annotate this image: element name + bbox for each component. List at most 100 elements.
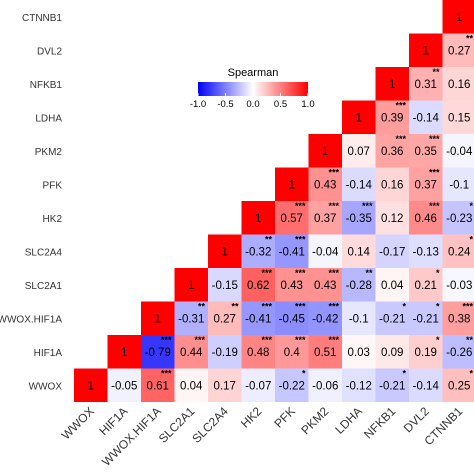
- heatmap-cell: [442, 33, 474, 67]
- x-tick-label: NFKB1: [361, 404, 398, 441]
- heatmap-cell: [208, 268, 242, 302]
- cell-value-label: -0.35: [346, 213, 372, 225]
- y-tick-label: DVL2: [37, 46, 62, 57]
- heatmap-cell: [342, 100, 376, 134]
- heatmap-cell: [308, 301, 342, 335]
- cell-value-label: 0.09: [381, 347, 403, 359]
- heatmap-cell: [107, 368, 141, 402]
- heatmap-cell: [375, 67, 409, 101]
- significance-stars: ***: [295, 268, 306, 278]
- cell-value-label: -0.13: [413, 246, 439, 258]
- cell-value-label: -0.22: [279, 380, 305, 392]
- cell-value-label: 1: [289, 179, 295, 191]
- cell-value-label: -0.04: [446, 146, 473, 158]
- cell-value-label: 0.37: [314, 213, 336, 225]
- cell-value-label: 0.39: [381, 112, 403, 124]
- cell-value-label: 0.31: [415, 79, 437, 91]
- heatmap-cell: [375, 368, 409, 402]
- heatmap-cell: [208, 368, 242, 402]
- significance-stars: *: [302, 369, 306, 379]
- cell-value-label: 0.43: [314, 280, 336, 292]
- cell-value-label: 0.38: [448, 313, 470, 325]
- x-tick-label: WWOX: [59, 404, 97, 442]
- cell-value-label: 0.35: [415, 146, 437, 158]
- heatmap-cell: [375, 234, 409, 268]
- legend-tick-label: 1.0: [301, 99, 314, 110]
- x-tick-label: PKM2: [298, 404, 331, 437]
- significance-stars: *: [469, 369, 473, 379]
- y-tick-label: HIF1A: [34, 348, 63, 359]
- cell-value-label: 1: [188, 280, 194, 292]
- cell-value-label: 0.27: [448, 45, 470, 57]
- heatmap-cell: [409, 368, 443, 402]
- significance-stars: ***: [328, 335, 339, 345]
- cell-value-label: 0.25: [448, 380, 470, 392]
- cell-value-label: 0.48: [247, 347, 269, 359]
- y-tick-label: PFK: [43, 180, 63, 191]
- heatmap-cell: [275, 368, 309, 402]
- significance-stars: **: [365, 268, 373, 278]
- heatmap-cell: [275, 268, 309, 302]
- cell-value-label: 0.27: [214, 313, 236, 325]
- heatmap-cell: [141, 368, 175, 402]
- significance-stars: ***: [295, 201, 306, 211]
- y-tick-label: SLC2A4: [25, 247, 63, 258]
- cell-value-label: 0.16: [448, 79, 470, 91]
- cell-value-label: 1: [255, 213, 261, 225]
- cell-value-label: -0.1: [349, 313, 369, 325]
- heatmap-cell: [208, 234, 242, 268]
- legend-color-bar: [198, 82, 308, 96]
- significance-stars: ***: [395, 101, 406, 111]
- cell-value-label: -0.05: [111, 380, 137, 392]
- heatmap-cell: [442, 134, 474, 168]
- significance-stars: ***: [161, 369, 172, 379]
- heatmap-cell: [342, 234, 376, 268]
- heatmap-cell: [409, 335, 443, 369]
- heatmap-cell: [375, 335, 409, 369]
- cell-value-label: -0.41: [279, 246, 305, 258]
- heatmap-cell: [141, 301, 175, 335]
- heatmap-cell: [342, 134, 376, 168]
- heatmap-cell: [442, 100, 474, 134]
- x-tick-label: PFK: [271, 404, 297, 430]
- cell-value-label: -0.42: [312, 313, 338, 325]
- cell-value-label: 0.04: [180, 380, 203, 392]
- heatmap-cell: [409, 100, 443, 134]
- heatmap-cell: [442, 368, 474, 402]
- heatmap-cell: [308, 167, 342, 201]
- heatmap-cell: [442, 234, 474, 268]
- heatmap-cell: [409, 201, 443, 235]
- significance-stars: **: [466, 34, 474, 44]
- heatmap-cell: [375, 100, 409, 134]
- significance-stars: ***: [328, 168, 339, 178]
- heatmap-cell: [409, 167, 443, 201]
- x-tick-label: SLC2A4: [189, 404, 231, 446]
- cell-value-label: -0.17: [379, 246, 405, 258]
- heatmap-cell: [342, 268, 376, 302]
- significance-stars: *: [436, 335, 440, 345]
- heatmap-cell: [375, 301, 409, 335]
- cell-value-label: -0.03: [446, 280, 472, 292]
- cell-value-label: -0.21: [413, 313, 439, 325]
- heatmap-cell: [275, 201, 309, 235]
- heatmap-cell: [174, 335, 208, 369]
- cell-value-label: 0.4: [284, 347, 301, 359]
- significance-stars: ***: [295, 302, 306, 312]
- legend-tick-label: -0.5: [217, 99, 233, 110]
- y-tick-label: WWOX: [29, 381, 63, 392]
- significance-stars: **: [231, 302, 239, 312]
- heatmap-cell: [409, 33, 443, 67]
- cell-value-label: -0.15: [212, 280, 238, 292]
- heatmap-cell: [442, 301, 474, 335]
- heatmap-cell: [241, 368, 275, 402]
- heatmap-cell: [342, 167, 376, 201]
- cell-value-label: 0.21: [415, 280, 437, 292]
- cell-value-label: 1: [222, 246, 228, 258]
- cell-value-label: 0.12: [381, 213, 403, 225]
- y-tick-label: HK2: [43, 214, 63, 225]
- significance-stars: ***: [161, 335, 172, 345]
- heatmap-cell: [342, 301, 376, 335]
- cell-value-label: -0.14: [413, 112, 440, 124]
- y-axis-tick-labels: WWOX HIF1A WWOX.HIF1A SLC2A1 SLC2A4 HK2 PFK PKM…: [0, 13, 62, 393]
